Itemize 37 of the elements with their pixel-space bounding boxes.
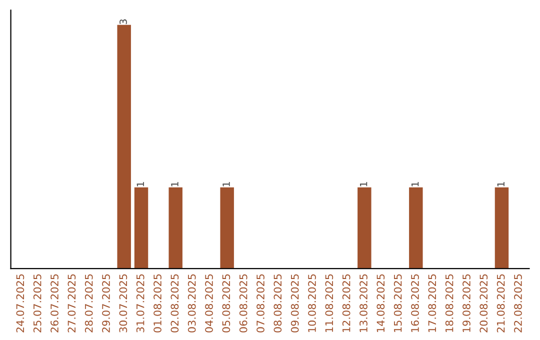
x-tick-label: 16.08.2025 — [411, 274, 419, 332]
data-label: 1 — [222, 182, 230, 186]
x-tick-label: 04.08.2025 — [205, 274, 213, 332]
x-tick-label: 05.08.2025 — [222, 274, 230, 332]
x-tick-label: 25.07.2025 — [33, 274, 42, 332]
x-tick-label: 21.08.2025 — [496, 274, 505, 332]
x-tick-label: 15.08.2025 — [394, 274, 402, 332]
x-tick-label: 10.08.2025 — [308, 274, 316, 332]
x-tick-label: 20.08.2025 — [480, 274, 488, 332]
x-tick-label: 28.07.2025 — [84, 274, 93, 332]
x-tick-label: 06.08.2025 — [239, 274, 248, 332]
x-tick-label: 24.07.2025 — [16, 274, 24, 332]
x-tick-label: 11.08.2025 — [325, 274, 334, 332]
x-tick-label: 27.07.2025 — [68, 274, 76, 332]
x-tick-label: 18.08.2025 — [445, 274, 454, 332]
x-tick-label: 12.08.2025 — [342, 274, 350, 332]
data-label: 1 — [497, 182, 504, 186]
x-tick-label: 22.08.2025 — [514, 274, 522, 332]
x-tick-label: 09.08.2025 — [290, 274, 299, 332]
x-tick-label: 03.08.2025 — [188, 274, 196, 332]
x-tick-label: 26.07.2025 — [50, 274, 58, 332]
data-label: 1 — [171, 182, 178, 186]
x-tick-label: 01.08.2025 — [154, 274, 162, 332]
data-label: 1 — [136, 182, 144, 186]
data-label: 3 — [120, 19, 127, 24]
x-tick-label: 14.08.2025 — [376, 274, 385, 332]
data-label: 1 — [412, 182, 419, 186]
x-tick-label: 31.07.2025 — [136, 274, 144, 332]
x-tick-label: 07.08.2025 — [256, 274, 264, 332]
x-tick-label: 13.08.2025 — [360, 274, 368, 332]
x-tick-label: 17.08.2025 — [428, 274, 436, 332]
x-tick-label: 29.07.2025 — [102, 274, 110, 332]
x-tick-label: 30.07.2025 — [119, 274, 128, 332]
x-tick-label: 19.08.2025 — [462, 274, 470, 332]
x-tick-label: 08.08.2025 — [274, 274, 282, 332]
data-label: 1 — [360, 182, 368, 186]
x-tick-label: 02.08.2025 — [170, 274, 179, 332]
